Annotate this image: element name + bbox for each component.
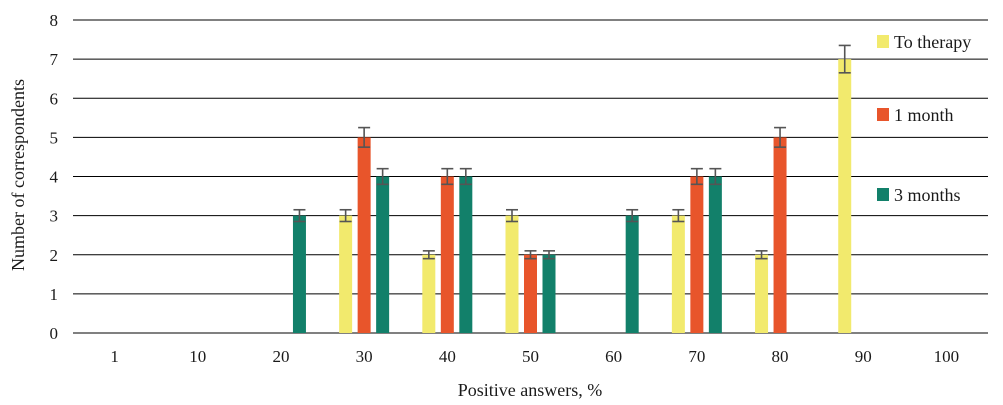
x-tick-label: 60 [605, 347, 622, 366]
legend-swatch [877, 35, 889, 48]
x-tick-label: 80 [772, 347, 789, 366]
y-tick-label: 4 [50, 168, 59, 187]
bar [671, 215, 685, 333]
y-tick-label: 5 [50, 128, 59, 147]
y-tick-label: 0 [50, 324, 59, 343]
bar [422, 254, 436, 333]
gridlines [73, 19, 988, 334]
y-tick-label: 8 [50, 11, 59, 30]
legend-swatch [877, 188, 889, 201]
error-bars [293, 44, 851, 260]
y-tick-label: 2 [50, 246, 59, 265]
bar [292, 215, 306, 333]
legend-label: 1 month [894, 105, 954, 125]
x-tick-labels: 1 10 20 30 40 50 60 70 80 90 100 [110, 347, 959, 366]
legend: To therapy 1 month 3 months [877, 32, 971, 205]
x-tick-label: 70 [688, 347, 705, 366]
bar [773, 137, 787, 333]
bar [440, 176, 454, 333]
bar [339, 215, 353, 333]
x-tick-label: 50 [522, 347, 539, 366]
x-tick-label: 20 [272, 347, 289, 366]
bar [755, 254, 769, 333]
x-tick-label: 1 [110, 347, 119, 366]
y-axis-title: Number of correspondents [8, 79, 28, 271]
legend-swatch [877, 108, 889, 121]
x-tick-label: 30 [356, 347, 373, 366]
y-tick-label: 7 [50, 50, 59, 69]
legend-label: 3 months [894, 185, 961, 205]
bar [838, 59, 852, 333]
y-tick-label: 1 [50, 285, 59, 304]
bar [524, 254, 537, 333]
bar [505, 215, 519, 333]
y-tick-label: 6 [50, 89, 59, 108]
bars [292, 59, 852, 333]
bar [357, 137, 371, 333]
x-axis-title: Positive answers, % [458, 380, 602, 400]
bar [459, 176, 473, 333]
bar [376, 176, 390, 333]
x-tick-label: 100 [934, 347, 960, 366]
legend-label: To therapy [894, 32, 971, 52]
bar [542, 254, 556, 333]
x-tick-label: 90 [855, 347, 872, 366]
y-tick-labels: 0 1 2 3 4 5 6 7 8 [50, 11, 59, 343]
x-tick-label: 10 [189, 347, 206, 366]
bar [708, 176, 722, 333]
bar [625, 215, 639, 333]
bar [690, 176, 704, 333]
y-tick-label: 3 [50, 207, 59, 226]
x-tick-label: 40 [439, 347, 456, 366]
